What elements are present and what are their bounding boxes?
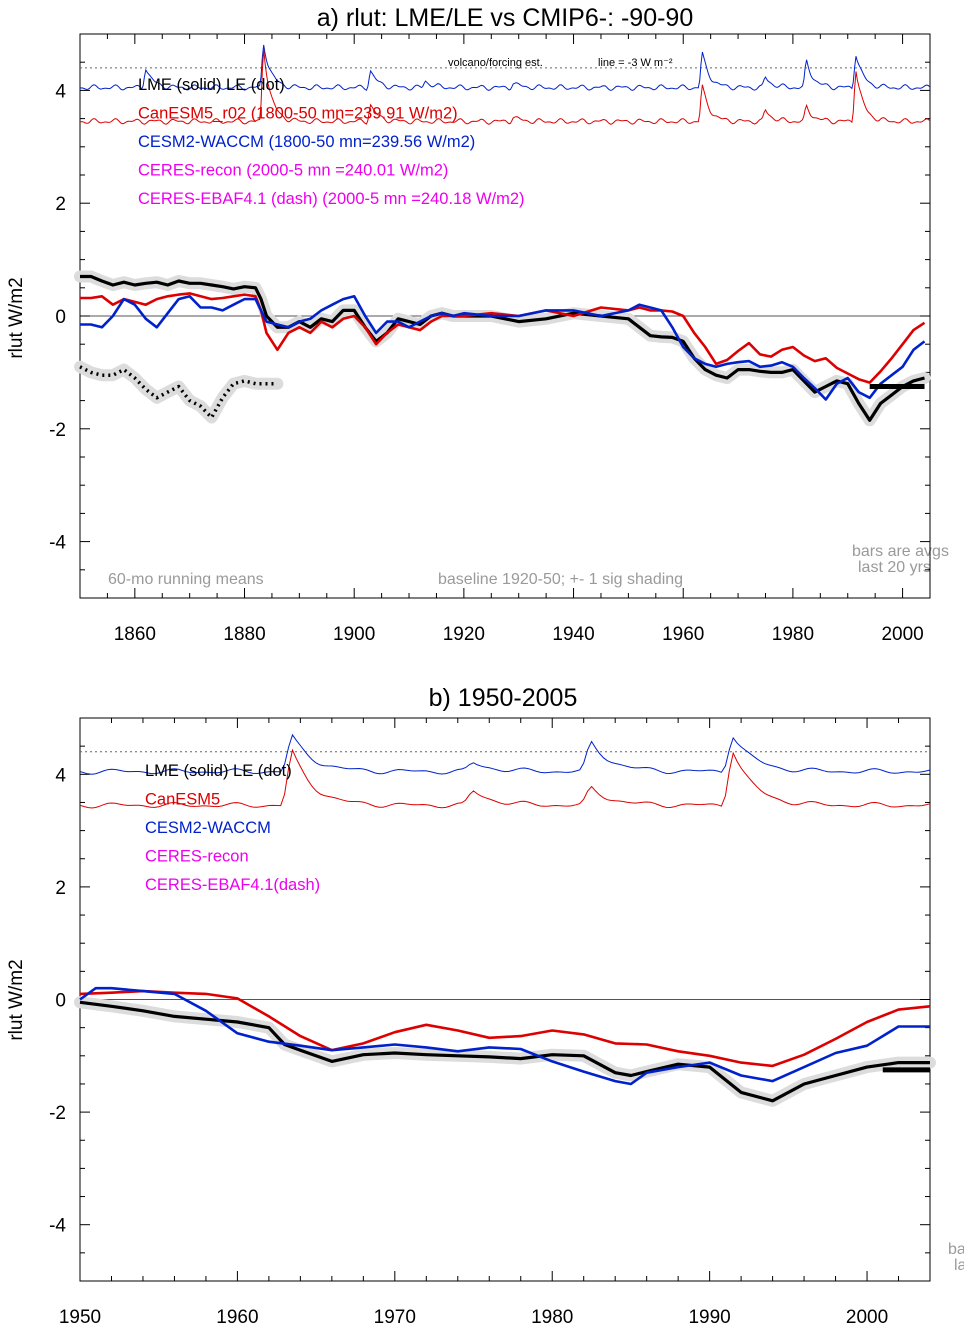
panel-a-ylabel: rlut W/m2 [6, 277, 27, 358]
panel-a-title: a) rlut: LME/LE vs CMIP6-: -90-90 [317, 4, 694, 32]
series-le-line [79, 365, 278, 420]
panel-b-ylabel: rlut W/m2 [6, 959, 27, 1040]
panel-a-note-baseline: baseline 1920-50; +- 1 sig shading [438, 571, 683, 588]
series-line [79, 989, 931, 1068]
x-tick-label: 1970 [374, 1307, 416, 1325]
panel-b-note-bars-1: bars are avgs [948, 1241, 964, 1258]
volcano-curve [79, 44, 931, 91]
panel-b-title: b) 1950-2005 [429, 684, 578, 712]
panel-b: b) 1950-2005 rlut W/m2 bars are avgs las… [6, 684, 964, 1325]
panel-a-note-running: 60-mo running means [108, 571, 264, 588]
legend-entry: CESM2-WACCM (1800-50 mn=239.56 W/m2) [138, 133, 475, 151]
y-tick-label: -4 [49, 533, 66, 554]
x-tick-label: 1980 [531, 1307, 573, 1325]
legend-entry: CERES-EBAF4.1(dash) [145, 876, 320, 894]
legend-entry: CanESM5 [145, 791, 220, 809]
series-line [79, 1000, 930, 1103]
legend-entry: CESM2-WACCM [145, 819, 271, 837]
x-tick-label: 1950 [59, 1307, 101, 1325]
panel-b-note-bars-2: last 20 yrs [954, 1257, 964, 1274]
y-tick-label: 0 [55, 307, 66, 328]
legend-entry: CERES-EBAF4.1 (dash) (2000-5 mn =240.18 … [138, 190, 525, 208]
volcano-curve [79, 49, 931, 125]
y-tick-label: 2 [55, 878, 66, 899]
series-line [80, 294, 926, 401]
y-tick-label: -2 [49, 420, 66, 441]
panel-a-note-bars-2: last 20 yrs [858, 559, 931, 576]
y-tick-label: 2 [55, 194, 66, 215]
panel-a-note-bars-1: bars are avgs [852, 543, 949, 560]
x-tick-label: 1990 [688, 1307, 730, 1325]
x-tick-label: 2000 [846, 1307, 888, 1325]
panel-a-volcano-label: volcano/forcing est. [448, 57, 543, 69]
legend-entry: LME (solid) LE (dot) [145, 762, 292, 780]
y-tick-label: 0 [55, 991, 66, 1012]
x-tick-label: 1960 [216, 1307, 258, 1325]
x-tick-label: 1940 [552, 624, 594, 645]
panel-a-volcano-line-label: line = -3 W m⁻² [598, 57, 673, 69]
panel-a: a) rlut: LME/LE vs CMIP6-: -90-90 rlut W… [6, 4, 949, 645]
volcano-curve [79, 748, 931, 809]
legend-entry: CanESM5_r02 (1800-50 mn=239.91 W/m2) [138, 105, 458, 123]
x-tick-label: 1980 [772, 624, 814, 645]
y-tick-label: 4 [55, 81, 66, 102]
series-line [80, 292, 926, 384]
series-line [79, 986, 930, 1086]
legend-entry: CERES-recon [145, 848, 249, 866]
x-tick-label: 1960 [662, 624, 704, 645]
y-tick-label: -4 [49, 1216, 66, 1237]
x-tick-label: 1900 [333, 624, 375, 645]
y-tick-label: -2 [49, 1103, 66, 1124]
x-tick-label: 1860 [114, 624, 156, 645]
x-tick-label: 1880 [223, 624, 265, 645]
y-tick-label: 4 [55, 765, 66, 786]
x-tick-label: 2000 [881, 624, 923, 645]
legend-entry: CERES-recon (2000-5 mn =240.01 W/m2) [138, 162, 448, 180]
volcano-curve [79, 733, 931, 775]
x-tick-label: 1920 [443, 624, 485, 645]
legend-entry: LME (solid) LE (dot) [138, 76, 285, 94]
